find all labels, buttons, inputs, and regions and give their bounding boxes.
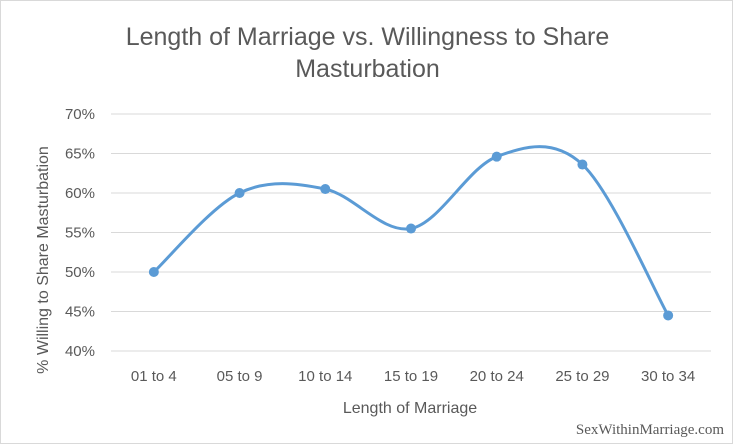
- data-point: [577, 159, 588, 170]
- y-tick-label: 70%: [65, 106, 95, 123]
- x-tick-label: 25 to 29: [555, 368, 609, 385]
- y-tick-label: 60%: [65, 185, 95, 202]
- y-tick-label: 65%: [65, 146, 95, 163]
- y-tick-label: 50%: [65, 264, 95, 281]
- x-tick-label: 15 to 19: [384, 368, 438, 385]
- chart-title-line-1: Length of Marriage vs. Willingness to Sh…: [125, 23, 610, 51]
- data-point: [406, 223, 416, 234]
- y-axis-label: % Willing to Share Masturbation: [35, 146, 52, 374]
- chart-title: Length of Marriage vs. Willingness to Sh…: [1, 21, 733, 85]
- x-tick-label: 20 to 24: [470, 368, 524, 385]
- data-point: [491, 151, 502, 162]
- series-layer: [148, 145, 674, 321]
- data-point: [234, 188, 245, 198]
- x-tick-label: 05 to 9: [217, 368, 263, 385]
- data-point: [663, 310, 674, 321]
- gridlines: [111, 113, 711, 352]
- x-axis-label: Length of Marriage: [343, 400, 477, 417]
- y-tick-labels: 40% 45% 50% 55% 60% 65% 70%: [65, 106, 95, 360]
- watermark: SexWithinMarriage.com: [575, 422, 724, 438]
- x-tick-label: 30 to 34: [641, 368, 695, 385]
- y-tick-label: 55%: [65, 225, 95, 242]
- data-point: [320, 184, 331, 195]
- x-tick-label: 10 to 14: [298, 368, 352, 385]
- data-point: [148, 267, 159, 277]
- y-tick-label: 45%: [65, 304, 95, 321]
- y-tick-label: 40%: [65, 343, 95, 360]
- x-tick-label: 01 to 4: [131, 368, 177, 385]
- x-tick-labels: 01 to 4 05 to 9 10 to 14 15 to 19 20 to 24 25…: [131, 368, 695, 385]
- chart-title-line-2: Masturbation: [295, 55, 440, 83]
